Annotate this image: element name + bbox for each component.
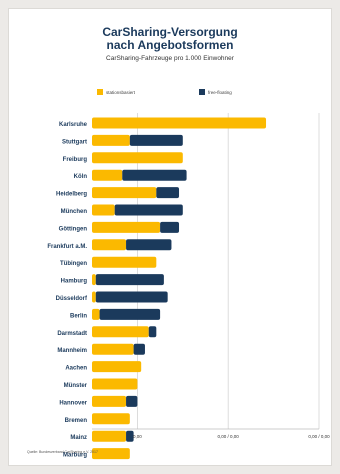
bar-segment-free-floating <box>126 395 138 407</box>
category-label: München <box>61 209 88 215</box>
x-tick-label-3: 0,00 / 0,00 <box>308 434 330 439</box>
bar-segment-stationsbasiert <box>92 430 127 442</box>
bar-segment-free-floating <box>95 291 168 303</box>
bar-segment-stationsbasiert <box>92 204 115 216</box>
bar-segment-stationsbasiert <box>92 274 96 286</box>
x-tick-label-2: 0,00 / 0,00 <box>218 434 240 439</box>
category-label: Berlin <box>70 313 87 319</box>
category-label: Hannover <box>59 400 87 406</box>
bar-segment-stationsbasiert <box>92 395 127 407</box>
chart-title: CarSharing-Versorgung nach Angebotsforme… <box>9 26 331 52</box>
chart-title-line-2: nach Angebotsformen <box>106 38 234 52</box>
category-label: Marburg <box>63 453 87 459</box>
bar-segment-free-floating <box>114 204 183 216</box>
bar-segment-free-floating <box>148 326 157 338</box>
category-label: Hamburg <box>61 279 88 285</box>
category-label: Mannheim <box>57 348 87 354</box>
category-label: Aachen <box>65 366 87 372</box>
bar-segment-free-floating <box>133 343 145 355</box>
category-label: Mainz <box>70 435 87 441</box>
bar-segment-free-floating <box>126 430 134 442</box>
bar-segment-stationsbasiert <box>92 448 130 460</box>
legend-swatch-1 <box>97 89 103 95</box>
bar-segment-stationsbasiert <box>92 361 142 373</box>
bar-segment-free-floating <box>126 239 172 251</box>
bar-segment-stationsbasiert <box>92 343 134 355</box>
category-label: Bremen <box>65 418 88 424</box>
bar-segment-free-floating <box>99 308 161 320</box>
bar-segment-stationsbasiert <box>92 326 149 338</box>
bar-segment-stationsbasiert <box>92 308 100 320</box>
bar-segment-free-floating <box>95 274 164 286</box>
legend-label-1: stationsbasiert <box>106 90 136 95</box>
category-label: Münster <box>64 383 88 389</box>
legend-swatch-2 <box>199 89 205 95</box>
bar-segment-stationsbasiert <box>92 291 96 303</box>
bar-segment-stationsbasiert <box>92 221 161 233</box>
bar-segment-stationsbasiert <box>92 256 157 268</box>
bar-segment-stationsbasiert <box>92 187 157 199</box>
category-label: Frankfurt a.M. <box>47 244 87 250</box>
chart-subtitle: CarSharing-Fahrzeuge pro 1.000 Einwohner <box>106 55 234 62</box>
category-label: Stuttgart <box>62 139 87 145</box>
bar-segment-stationsbasiert <box>92 378 138 390</box>
category-label: Karlsruhe <box>59 122 88 128</box>
bar-segment-free-floating <box>160 221 180 233</box>
bar-segment-stationsbasiert <box>92 117 267 129</box>
category-label: Darmstadt <box>57 331 87 337</box>
chart-card: CarSharing-Versorgung nach Angebotsforme… <box>8 8 332 466</box>
category-label: Göttingen <box>59 226 88 232</box>
source-note: Quelle: Bundesverband CarSharing e.V. 20… <box>27 450 98 454</box>
bar-segment-stationsbasiert <box>92 169 123 181</box>
bar-chart: stationsbasiert free-floating Karlsruhe Stu… <box>47 89 330 460</box>
x-tick-label-1: 0,00 <box>133 434 142 439</box>
bar-segment-free-floating <box>156 187 180 199</box>
bar-segment-stationsbasiert <box>92 239 127 251</box>
legend-label-2: free-floating <box>208 90 232 95</box>
bar-segment-free-floating <box>129 134 183 146</box>
bar-segment-stationsbasiert <box>92 134 130 146</box>
category-label: Freiburg <box>63 157 88 163</box>
bar-segment-stationsbasiert <box>92 413 130 425</box>
bar-segment-stationsbasiert <box>92 152 183 164</box>
chart-title-line-1: CarSharing-Versorgung <box>102 25 238 39</box>
category-label: Düsseldorf <box>56 296 88 302</box>
category-label: Heidelberg <box>56 192 87 198</box>
category-label: Köln <box>74 174 88 180</box>
category-label: Tübingen <box>60 261 87 267</box>
bar-segment-free-floating <box>122 169 187 181</box>
